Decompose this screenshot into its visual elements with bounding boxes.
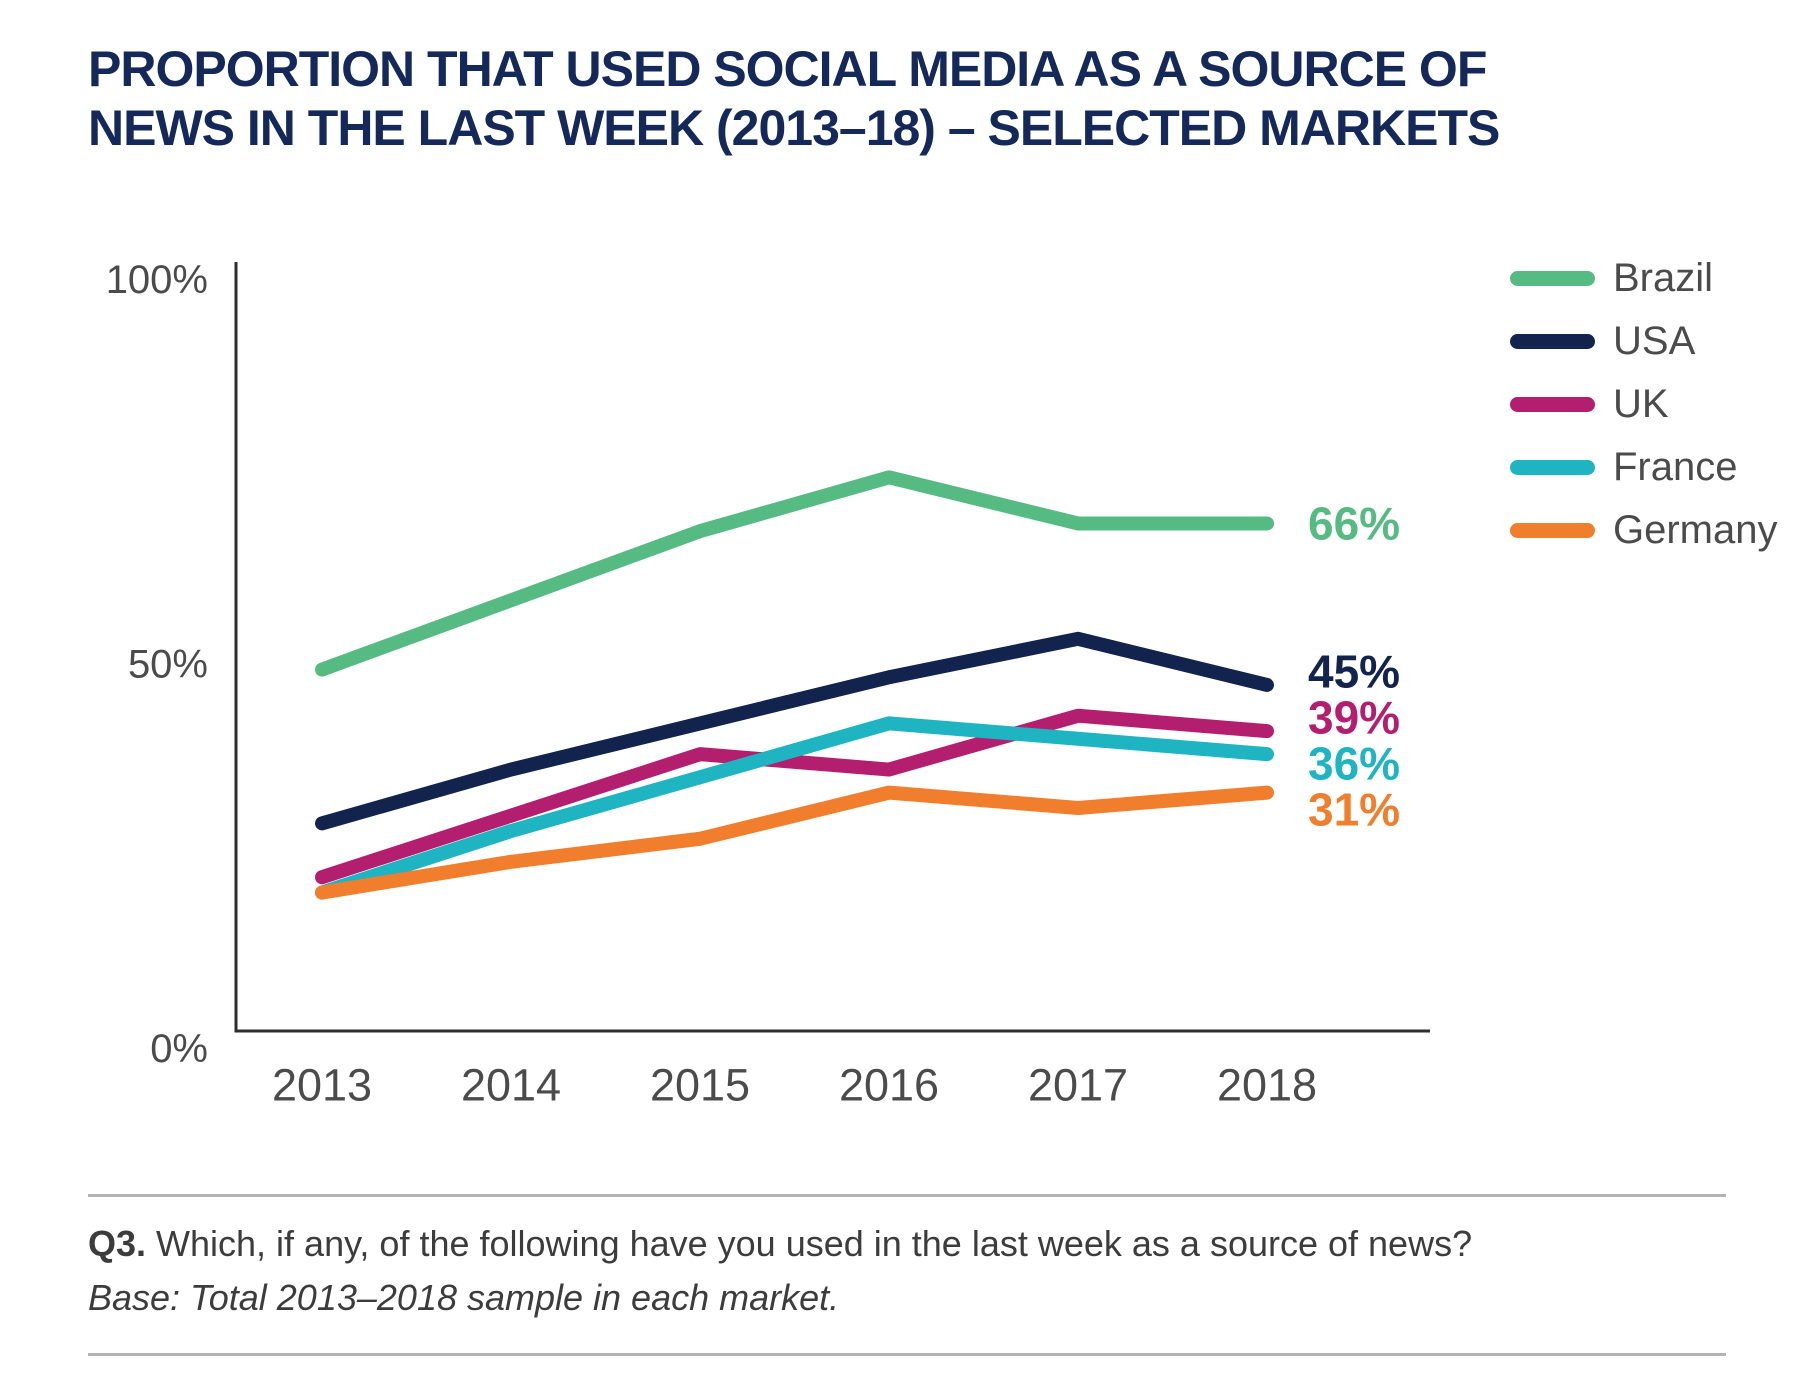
axes: [234, 262, 1430, 1033]
legend-label-uk: UK: [1613, 382, 1669, 426]
y-tick-label: 0%: [150, 1027, 208, 1071]
footer-base-note: Base: Total 2013–2018 sample in each mar…: [88, 1277, 840, 1318]
divider-top: [88, 1194, 1726, 1197]
legend-item-germany: Germany: [1510, 508, 1778, 552]
series-end-label-france: 36%: [1308, 738, 1400, 790]
legend-item-usa: USA: [1510, 319, 1778, 363]
series-line-germany: [315, 785, 1274, 900]
chart-legend: Brazil USA UK France Germany: [1510, 256, 1778, 552]
series-end-label-uk: 39%: [1308, 692, 1400, 744]
legend-item-brazil: Brazil: [1510, 256, 1778, 300]
footer-question: Q3. Which, if any, of the following have…: [88, 1222, 1472, 1266]
x-tick-label: 2015: [650, 1060, 750, 1111]
y-tick-label: 50%: [128, 643, 208, 687]
legend-label-germany: Germany: [1613, 508, 1778, 552]
footer-question-text: Which, if any, of the following have you…: [146, 1223, 1473, 1264]
legend-item-uk: UK: [1510, 382, 1778, 426]
legend-swatch-germany: [1510, 522, 1595, 538]
footer-question-number: Q3.: [88, 1223, 147, 1264]
series-end-label-germany: 31%: [1308, 784, 1400, 836]
series-end-label-usa: 45%: [1308, 646, 1400, 698]
divider-bottom: [88, 1353, 1726, 1356]
series-end-label-brazil: 66%: [1308, 497, 1400, 549]
x-tick-label: 2017: [1028, 1060, 1128, 1111]
x-tick-label: 2016: [839, 1060, 939, 1111]
legend-item-france: France: [1510, 445, 1778, 489]
legend-label-usa: USA: [1613, 319, 1696, 363]
x-tick-label: 2014: [461, 1060, 561, 1111]
legend-swatch-usa: [1510, 333, 1595, 349]
x-tick-label: 2013: [272, 1060, 372, 1111]
chart-title: PROPORTION THAT USED SOCIAL MEDIA AS A S…: [88, 41, 1500, 156]
series-line-usa: [315, 631, 1274, 831]
legend-swatch-uk: [1510, 396, 1595, 412]
y-tick-label: 100%: [106, 258, 208, 302]
series-line-uk: [315, 708, 1274, 885]
legend-label-france: France: [1613, 445, 1738, 489]
x-tick-label: 2018: [1217, 1060, 1317, 1111]
series-line-brazil: [315, 470, 1274, 677]
legend-swatch-brazil: [1510, 270, 1595, 286]
series-line-france: [315, 716, 1274, 900]
legend-swatch-france: [1510, 459, 1595, 475]
legend-label-brazil: Brazil: [1613, 256, 1714, 300]
